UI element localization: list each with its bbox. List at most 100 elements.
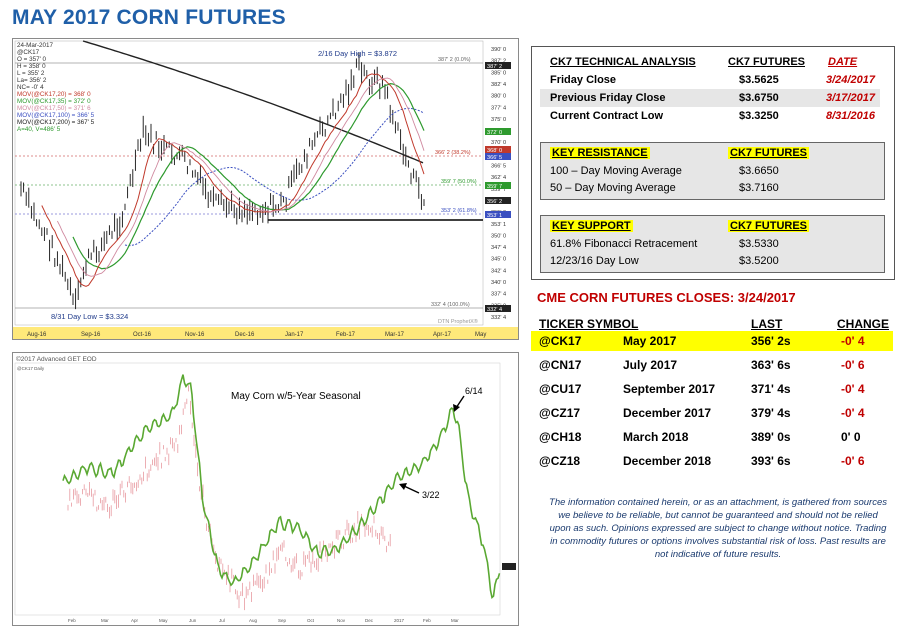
support-fib-value: $3.5330 <box>739 238 779 250</box>
price-chart[interactable]: 24-Mar-2017 @CK17 O = 357' 0 H = 358' 0 … <box>12 38 519 340</box>
x-tick: Apr <box>131 618 139 623</box>
header-change: CHANGE <box>837 317 890 331</box>
contract-name: December 2017 <box>623 406 712 420</box>
x-tick: Mar <box>101 618 109 623</box>
seasonal-label: May Corn w/5-Year Seasonal <box>231 391 361 402</box>
prev-close-date: 3/17/2017 <box>826 92 875 104</box>
disclaimer: The information contained herein, or as … <box>549 497 887 560</box>
ma-50-line <box>72 82 425 270</box>
legend-ma35: MOV(@CK17,35) = 372' 0 <box>17 98 91 105</box>
legend-ma200: MOV(@CK17,200) = 367' 5 <box>17 119 95 126</box>
x-tick: Sep-16 <box>81 332 101 338</box>
technical-analysis-panel: CK7 TECHNICAL ANALYSIS CK7 FUTURES DATE … <box>531 46 895 280</box>
x-tick: Feb <box>423 618 431 623</box>
friday-close-value: $3.5625 <box>739 74 779 86</box>
legend-low: L = 355' 2 <box>17 70 45 77</box>
price-change: -0' 6 <box>841 358 865 372</box>
resistance-50dma-label: 50 – Day Moving Average <box>550 182 676 194</box>
ticker-row[interactable]: @CN17 July 2017 363' 6s -0' 6 <box>531 355 893 375</box>
y-tick: 345' 0 <box>491 257 506 263</box>
contract-name: July 2017 <box>623 358 678 372</box>
fib-label-618: 353' 2 (61.8%) <box>441 208 477 214</box>
ticker-symbol: @CH18 <box>539 430 582 444</box>
analysis-header-date: DATE <box>828 56 858 68</box>
seasonal-chart[interactable]: ©2017 Advanced GET EOD @CK17 Daily May C… <box>12 352 519 626</box>
ticker-row[interactable]: @CZ18 December 2018 393' 6s -0' 6 <box>531 451 893 471</box>
tag-ma20-label: 368' 0 <box>487 148 502 154</box>
resistance-header-futures: CK7 FUTURES <box>728 147 810 159</box>
support-daylow-label: 12/23/16 Day Low <box>550 255 639 267</box>
legend-ma50: MOV(@CK17,50) = 371' 6 <box>17 105 91 112</box>
x-tick: Dec-16 <box>235 332 255 338</box>
tag-fib618-label: 353' 1 <box>487 213 502 219</box>
ticker-row[interactable]: @CU17 September 2017 371' 4s -0' 4 <box>531 379 893 399</box>
contract-low-label: Current Contract Low <box>550 110 664 122</box>
peak-arrowhead <box>453 404 460 412</box>
analysis-header-label: CK7 TECHNICAL ANALYSIS <box>550 56 696 68</box>
x-tick: Mar <box>451 618 459 623</box>
fib-label-50: 359' 7 (50.0%) <box>441 179 477 185</box>
peak-annotation: 6/14 <box>465 386 483 396</box>
now-annotation: 3/22 <box>422 490 440 500</box>
price-bars-bottom <box>67 385 391 611</box>
y-tick: 337' 4 <box>491 292 506 298</box>
last-price: 356' 2s <box>751 334 791 348</box>
y-tick: 342' 4 <box>491 268 506 274</box>
y-tick: 375' 0 <box>491 117 506 123</box>
page-title: MAY 2017 CORN FUTURES <box>12 6 286 29</box>
seasonal-line <box>62 374 501 600</box>
x-axis-bottom: Feb Mar Apr May Jun Jul Aug Sep Oct Nov … <box>68 618 459 623</box>
y-tick: 377' 4 <box>491 105 506 111</box>
ticker-row[interactable]: @CK17 May 2017 356' 2s -0' 4 <box>531 331 893 351</box>
analysis-header-futures: CK7 FUTURES <box>728 56 806 68</box>
friday-close-label: Friday Close <box>550 74 617 86</box>
fib-label-382: 366' 2 (38.2%) <box>435 150 471 156</box>
last-price: 389' 0s <box>751 430 791 444</box>
tag-fib618 <box>485 211 511 218</box>
tag-ma100-label: 366' 5 <box>487 155 502 161</box>
chart-subtitle: @CK17 Daily <box>17 366 45 371</box>
ma-35-line <box>57 77 425 277</box>
x-tick: Feb-17 <box>336 332 356 338</box>
resistance-100dma-value: $3.6650 <box>739 165 779 177</box>
ticker-row[interactable]: @CH18 March 2018 389' 0s 0' 0 <box>531 427 893 447</box>
legend-last: La= 356' 2 <box>17 77 47 84</box>
ticker-symbol: @CN17 <box>539 358 582 372</box>
header-ticker: TICKER SYMBOL <box>539 317 639 331</box>
legend-ma20: MOV(@CK17,20) = 368' 0 <box>17 91 91 98</box>
legend-volume: A=40, V=486' 5 <box>17 126 61 133</box>
last-price: 379' 4s <box>751 406 791 420</box>
prev-close-label: Previous Friday Close <box>550 92 666 104</box>
y-tick: 359' 7 <box>491 187 506 193</box>
y-tick: 362' 4 <box>491 175 506 181</box>
chart-legend: 24-Mar-2017 @CK17 O = 357' 0 H = 358' 0 … <box>17 42 95 133</box>
legend-open: O = 357' 0 <box>17 56 47 63</box>
x-tick: Apr-17 <box>433 332 452 338</box>
contract-name: May 2017 <box>623 334 677 348</box>
price-change: -0' 6 <box>841 454 865 468</box>
ma-20-line <box>41 73 425 287</box>
price-change: -0' 4 <box>841 382 865 396</box>
high-annotation: 2/16 Day High = $3.872 <box>318 49 397 58</box>
legend-date: 24-Mar-2017 <box>17 42 54 49</box>
x-tick: Aug <box>249 618 258 623</box>
x-tick: Dec <box>365 618 374 623</box>
ticker-row[interactable]: @CZ17 December 2017 379' 4s -0' 4 <box>531 403 893 423</box>
header-last: LAST <box>751 317 783 331</box>
ticker-symbol: @CZ17 <box>539 406 581 420</box>
x-tick: Sep <box>278 618 287 623</box>
y-tick: 340' 0 <box>491 280 506 286</box>
x-tick: Oct <box>307 618 315 623</box>
fib-label-0: 387' 2 (0.0%) <box>438 57 471 63</box>
last-price: 363' 6s <box>751 358 791 372</box>
tag-fib100-label: 332' 4 <box>487 307 502 313</box>
ma-100-line <box>124 107 425 247</box>
x-axis-labels: Aug-16 Sep-16 Oct-16 Nov-16 Dec-16 Jan-1… <box>27 332 486 338</box>
x-tick: May <box>159 618 168 623</box>
contract-name: March 2018 <box>623 430 689 444</box>
ticker-symbol: @CU17 <box>539 382 582 396</box>
y-tick: 353' 1 <box>491 222 506 228</box>
x-tick: Nov-16 <box>185 332 205 338</box>
y-tick: 347' 4 <box>491 245 506 251</box>
price-change: 0' 0 <box>841 430 861 444</box>
